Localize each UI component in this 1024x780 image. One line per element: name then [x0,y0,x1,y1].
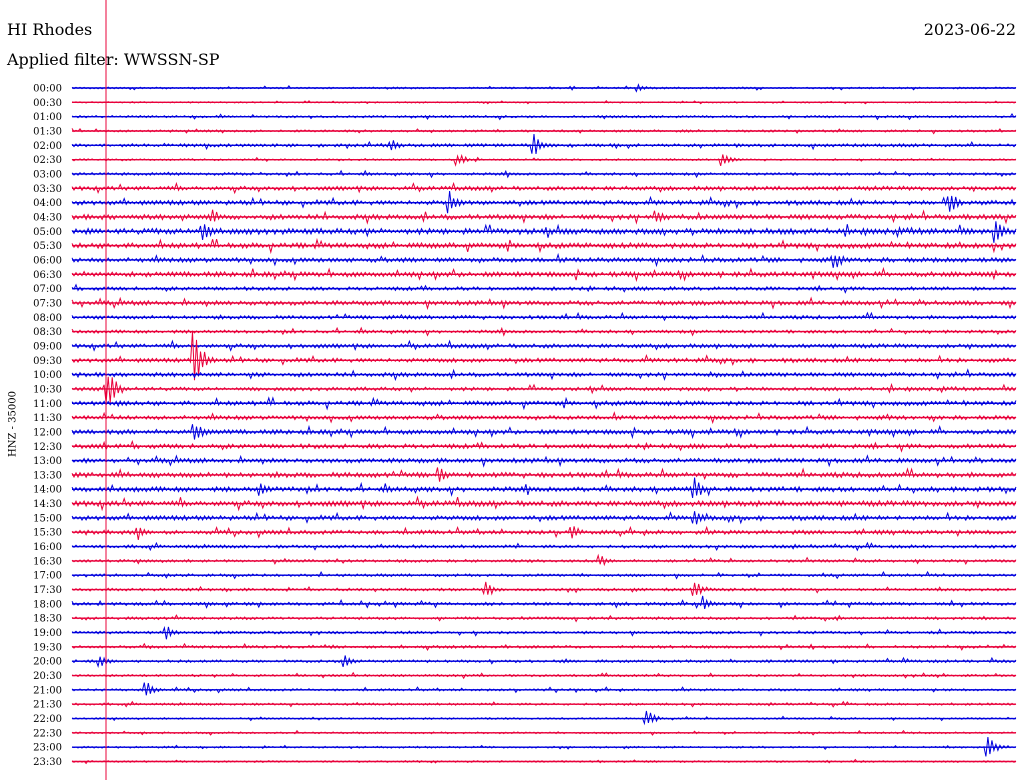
row-time-label: 04:00 [33,198,62,209]
row-time-label: 21:00 [33,685,62,696]
row-time-label: 06:30 [33,270,62,281]
seismic-trace [71,477,1017,498]
row-time-label: 10:30 [33,384,62,395]
row-time-label: 20:00 [33,657,62,668]
seismic-trace [71,311,1017,322]
row-time-label: 03:00 [33,169,62,180]
seismic-trace [71,467,1017,482]
seismic-trace [71,525,1017,540]
seismic-trace [71,682,1017,696]
row-time-label: 07:30 [33,298,62,309]
row-time-label: 13:00 [33,456,62,467]
row-time-label: 01:30 [33,126,62,137]
seismic-trace [71,368,1017,382]
seismic-trace [71,190,1017,214]
row-time-label: 22:30 [33,728,62,739]
row-time-label: 00:30 [33,98,62,109]
row-time-label: 00:00 [33,84,62,95]
row-time-label: 14:30 [33,499,62,510]
row-time-label: 15:30 [33,528,62,539]
row-time-label: 09:30 [33,356,62,367]
row-time-label: 22:00 [33,714,62,725]
row-time-label: 19:00 [33,628,62,639]
row-time-label: 16:30 [33,556,62,567]
row-time-label: 23:30 [33,757,62,768]
row-time-label: 11:30 [33,413,62,424]
row-time-label: 12:30 [33,442,62,453]
row-time-label: 16:00 [33,542,62,553]
station-name: HI Rhodes [7,20,93,39]
seismic-trace [71,221,1017,243]
row-time-label: 02:30 [33,155,62,166]
row-time-label: 15:00 [33,513,62,524]
seismic-trace [71,252,1017,268]
row-time-label: 10:00 [33,370,62,381]
row-time-label: 03:30 [33,184,62,195]
seismic-trace [71,376,1017,404]
seismic-trace [71,133,1017,154]
filter-prefix: Applied filter: [7,50,119,69]
row-time-label: 12:00 [33,427,62,438]
row-time-label: 06:00 [33,255,62,266]
row-time-label: 23:00 [33,743,62,754]
row-time-label: 07:00 [33,284,62,295]
row-time-label: 08:00 [33,313,62,324]
row-time-label: 20:30 [33,671,62,682]
row-time-label: 19:30 [33,642,62,653]
row-time-label: 02:00 [33,141,62,152]
row-time-label: 17:30 [33,585,62,596]
row-time-label: 09:00 [33,341,62,352]
row-time-label: 05:00 [33,227,62,238]
row-time-label: 04:30 [33,212,62,223]
row-time-label: 18:00 [33,599,62,610]
row-time-label: 08:30 [33,327,62,338]
seismic-trace [71,331,1017,381]
row-time-label: 11:00 [33,399,62,410]
filter-name: WWSSN-SP [123,50,220,69]
record-date: 2023-06-22 [923,20,1016,39]
row-time-label: 13:30 [33,470,62,481]
filter-info: Applied filter: WWSSN-SP [7,50,220,70]
seismic-trace [71,710,1017,726]
row-time-label: 18:30 [33,614,62,625]
row-time-label: 05:30 [33,241,62,252]
row-time-label: 14:00 [33,485,62,496]
row-time-label: 17:00 [33,571,62,582]
seismic-trace [71,553,1017,567]
row-time-label: 21:30 [33,700,62,711]
seismic-trace [71,595,1017,610]
row-time-label: 01:00 [33,112,62,123]
